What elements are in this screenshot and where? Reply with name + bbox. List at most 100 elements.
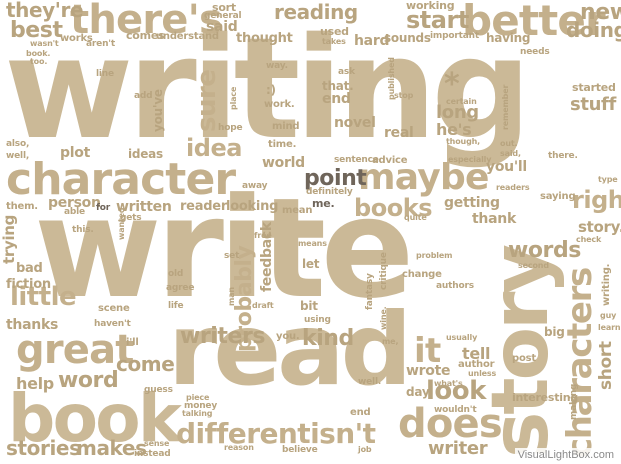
word-ask: ask xyxy=(338,67,355,77)
word-stuff: stuff xyxy=(570,94,616,115)
word-havent: haven't xyxy=(94,319,131,329)
word-it: it xyxy=(414,331,441,371)
word-advice: advice xyxy=(372,155,408,166)
word-maybe: maybe xyxy=(358,157,489,198)
word-able: able xyxy=(64,207,85,217)
word-scene: scene xyxy=(98,303,130,314)
word-having: having xyxy=(486,31,531,45)
word-problem: problem xyxy=(416,251,453,260)
word-reader: reader xyxy=(180,199,227,214)
word-author: author xyxy=(458,359,495,370)
word-kind: kind xyxy=(302,326,354,351)
word-write: write xyxy=(34,168,414,329)
word-too: too. xyxy=(30,57,48,66)
word-said-small: said, xyxy=(500,149,521,158)
word-let: let xyxy=(302,257,320,271)
word-you: you. xyxy=(276,331,300,342)
word-arent: aren't xyxy=(86,39,116,49)
word-remember: remember xyxy=(501,84,510,130)
word-hard: hard xyxy=(354,33,390,49)
word-stories: stories xyxy=(6,436,81,460)
word-started: started xyxy=(572,81,616,94)
word-wanted: wanted xyxy=(117,207,126,240)
word-whats: what's xyxy=(434,379,463,388)
word-book-small: book. xyxy=(26,49,51,58)
word-also: also, xyxy=(6,139,30,149)
word-bit: bit xyxy=(300,299,318,313)
word-getting: getting xyxy=(444,195,500,211)
word-word: word xyxy=(58,368,119,393)
word-life: life xyxy=(168,301,184,311)
word-job: job xyxy=(358,445,372,454)
word-short: short xyxy=(596,341,616,390)
word-place: place xyxy=(229,86,238,110)
word-there: there. xyxy=(548,151,578,161)
word-theres: there's xyxy=(70,0,223,43)
word-point: point xyxy=(304,166,367,191)
word-said: said xyxy=(206,19,238,35)
word-readers: readers xyxy=(496,183,530,192)
word-check: check xyxy=(576,235,602,244)
word-looking: looking xyxy=(226,199,279,214)
word-writers: writers xyxy=(180,324,266,349)
word-real: real xyxy=(384,125,414,141)
word-old: old xyxy=(168,269,184,279)
word-writer: writer xyxy=(428,438,488,459)
word-start: start xyxy=(406,6,469,34)
word-theyre: they're xyxy=(6,0,84,22)
word-comes: comes xyxy=(126,29,165,42)
word-asterisk: * xyxy=(444,67,460,102)
word-hes: he's xyxy=(436,120,472,139)
word-draft: draft xyxy=(252,301,274,310)
word-fantasy: fantasy xyxy=(365,273,375,310)
word-away: away xyxy=(242,181,268,191)
word-man: man xyxy=(227,287,236,306)
word-sentence: sentence xyxy=(334,155,379,165)
word-believe: believe xyxy=(282,445,318,455)
word-words: words xyxy=(508,238,581,263)
word-learn: learn xyxy=(598,323,621,332)
word-means: means xyxy=(298,239,327,248)
word-time: time. xyxy=(268,139,297,150)
word-general: general xyxy=(204,11,242,21)
word-understand: understand xyxy=(156,31,219,42)
word-feedback: feedback xyxy=(259,222,275,292)
word-agree: agree xyxy=(166,283,195,293)
word-guess: guess xyxy=(144,385,173,395)
word-making: making xyxy=(569,383,579,420)
word-sense: sense xyxy=(144,439,170,448)
word-come: come xyxy=(116,352,175,376)
word-unless: unless xyxy=(468,369,497,378)
word-writing: writing xyxy=(4,8,532,171)
word-thought: thought xyxy=(236,31,293,46)
word-add: add xyxy=(134,91,153,101)
word-does: does xyxy=(398,401,503,447)
word-piece: piece xyxy=(186,393,210,402)
word-certain: certain xyxy=(446,97,477,106)
word-day: day xyxy=(406,385,430,399)
word-person: person xyxy=(48,195,101,211)
word-bad: bad xyxy=(16,261,43,276)
word-idea: idea xyxy=(186,134,242,162)
word-written: written xyxy=(116,199,172,215)
word-read: read xyxy=(168,291,412,408)
word-smile: :) xyxy=(266,83,276,97)
word-usually: usually xyxy=(446,333,478,342)
word-new: new xyxy=(580,0,621,25)
word-me-small: me, xyxy=(382,337,399,346)
word-way: way. xyxy=(266,61,288,71)
word-thanks: thanks xyxy=(6,317,59,333)
word-characters: characters xyxy=(560,268,600,458)
word-interesting: interesting xyxy=(512,391,579,404)
word-book: book xyxy=(8,380,182,457)
word-change: change xyxy=(402,269,442,280)
word-wrote: wrote xyxy=(406,363,451,379)
word-instead: instead xyxy=(134,449,171,459)
word-critique: critique xyxy=(379,252,389,290)
word-free: free xyxy=(254,231,272,240)
word-right: right xyxy=(572,186,621,214)
word-line: line xyxy=(96,69,114,79)
word-great: great xyxy=(16,327,134,373)
word-mind: mind xyxy=(272,121,300,132)
